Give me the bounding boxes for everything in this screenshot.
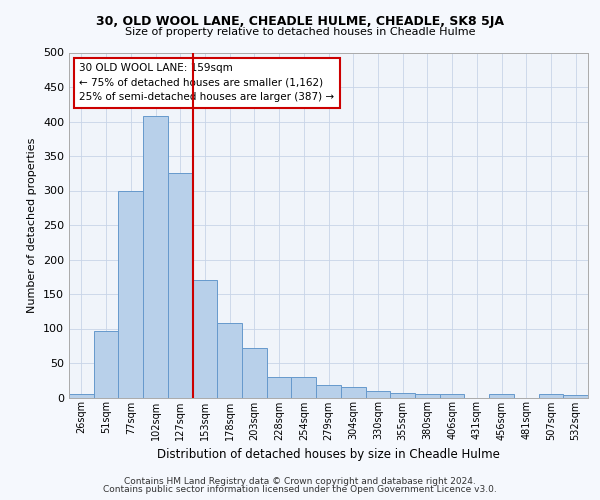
Bar bbox=[341, 387, 365, 398]
Text: Size of property relative to detached houses in Cheadle Hulme: Size of property relative to detached ho… bbox=[125, 27, 475, 37]
Bar bbox=[168, 174, 193, 398]
Text: 30 OLD WOOL LANE: 159sqm
← 75% of detached houses are smaller (1,162)
25% of sem: 30 OLD WOOL LANE: 159sqm ← 75% of detach… bbox=[79, 63, 335, 102]
Bar bbox=[440, 394, 464, 398]
Y-axis label: Number of detached properties: Number of detached properties bbox=[28, 138, 37, 312]
Bar bbox=[242, 348, 267, 398]
Bar bbox=[365, 390, 390, 398]
Bar bbox=[390, 392, 415, 398]
Bar bbox=[292, 377, 316, 398]
Bar bbox=[415, 394, 440, 398]
Bar bbox=[94, 330, 118, 398]
Bar bbox=[563, 396, 588, 398]
Bar bbox=[316, 385, 341, 398]
Bar bbox=[118, 190, 143, 398]
Bar bbox=[193, 280, 217, 398]
Bar bbox=[539, 394, 563, 398]
X-axis label: Distribution of detached houses by size in Cheadle Hulme: Distribution of detached houses by size … bbox=[157, 448, 500, 461]
Bar bbox=[489, 394, 514, 398]
Text: Contains HM Land Registry data © Crown copyright and database right 2024.: Contains HM Land Registry data © Crown c… bbox=[124, 477, 476, 486]
Text: 30, OLD WOOL LANE, CHEADLE HULME, CHEADLE, SK8 5JA: 30, OLD WOOL LANE, CHEADLE HULME, CHEADL… bbox=[96, 15, 504, 28]
Text: Contains public sector information licensed under the Open Government Licence v3: Contains public sector information licen… bbox=[103, 484, 497, 494]
Bar bbox=[267, 377, 292, 398]
Bar bbox=[143, 116, 168, 398]
Bar bbox=[217, 323, 242, 398]
Bar bbox=[69, 394, 94, 398]
